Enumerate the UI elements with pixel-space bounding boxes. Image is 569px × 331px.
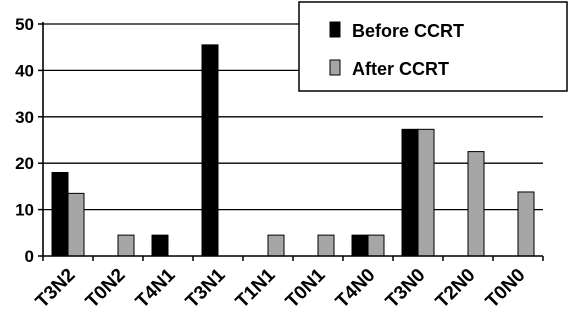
bar-before-ccrt-t3n2 [51, 171, 69, 257]
bar-after-ccrt-t4n0 [367, 234, 385, 257]
x-tick-label: T0N0 [482, 265, 530, 313]
legend-box [298, 1, 568, 92]
bar-before-ccrt-t3n1 [201, 44, 219, 257]
y-tick-label: 20 [15, 154, 34, 173]
x-tick-label: T0N1 [282, 264, 330, 312]
axes [38, 22, 544, 261]
bar-after-ccrt-t0n1 [317, 234, 335, 257]
x-tick-label: T3N2 [32, 265, 80, 313]
legend-label-after: After CCRT [352, 59, 449, 79]
x-tick-label: T2N0 [432, 265, 480, 313]
legend-label-before: Before CCRT [352, 21, 464, 41]
x-tick-label: T4N0 [332, 265, 380, 313]
legend: Before CCRT After CCRT [298, 1, 568, 92]
bar-before-ccrt-t4n1 [151, 234, 169, 257]
bar-after-ccrt-t3n0 [417, 128, 435, 257]
bar-before-ccrt-t4n0 [351, 234, 369, 257]
y-tick-label: 10 [15, 201, 34, 220]
y-tick-label: 50 [15, 15, 34, 34]
x-tick-label: T0N2 [82, 265, 130, 313]
y-tick-label: 0 [25, 247, 34, 266]
legend-swatch-after [329, 59, 341, 76]
legend-swatch-before [329, 21, 341, 38]
x-tick-label: T1N1 [232, 264, 280, 312]
bar-after-ccrt-t2n0 [467, 151, 485, 257]
bar-after-ccrt-t0n2 [117, 234, 135, 257]
bar-after-ccrt-t3n2 [67, 192, 85, 257]
bar-after-ccrt-t0n0 [517, 191, 535, 257]
y-tick-labels: 0 10 20 30 40 50 [15, 15, 34, 266]
x-tick-label: T3N0 [382, 265, 430, 313]
x-tick-labels: T3N2 T0N2 T4N1 T3N1 T1N1 T0N1 T4N0 T3N0 T2N0 T0N0 [32, 264, 530, 312]
y-tick-label: 30 [15, 108, 34, 127]
bar-after-ccrt-t1n1 [267, 234, 285, 257]
y-tick-label: 40 [15, 61, 34, 80]
x-tick-label: T4N1 [132, 264, 180, 312]
x-tick-label: T3N1 [182, 264, 230, 312]
bar-before-ccrt-t3n0 [401, 128, 419, 257]
